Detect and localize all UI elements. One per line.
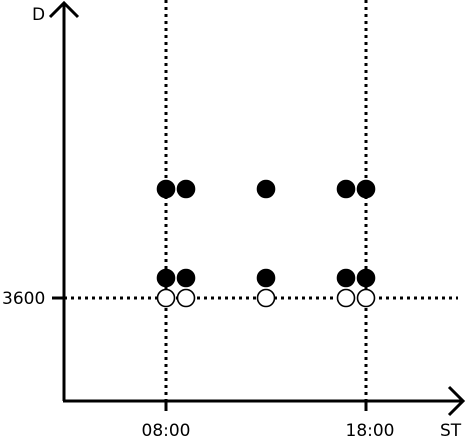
filled-point-0-4: [356, 179, 376, 199]
x-axis-label: ST: [440, 421, 462, 440]
filled-point-0-5: [156, 268, 176, 288]
y-axis-label: D: [32, 5, 45, 25]
reference-lines: [64, 0, 458, 412]
filled-point-0-9: [356, 268, 376, 288]
labels: D ST 3600 08:00 18:00: [2, 5, 462, 440]
open-point-1-3: [336, 288, 356, 308]
data-points: [156, 179, 376, 308]
filled-point-0-1: [176, 179, 196, 199]
filled-point-0-0: [156, 179, 176, 199]
filled-point-0-7: [256, 268, 276, 288]
open-point-1-2: [256, 288, 276, 308]
filled-point-0-3: [336, 179, 356, 199]
x-tick-label-1800: 18:00: [346, 421, 395, 440]
y-axis-arrowhead: [48, 0, 80, 19]
open-point-1-1: [176, 288, 196, 308]
open-point-1-0: [156, 288, 176, 308]
x-tick-label-0800: 08:00: [142, 421, 191, 440]
filled-point-0-8: [336, 268, 356, 288]
y-tick-label-3600: 3600: [2, 289, 45, 309]
open-point-1-4: [356, 288, 376, 308]
axes: [48, 0, 466, 417]
filled-point-0-6: [176, 268, 196, 288]
x-axis-arrowhead: [447, 385, 466, 417]
filled-point-0-2: [256, 179, 276, 199]
